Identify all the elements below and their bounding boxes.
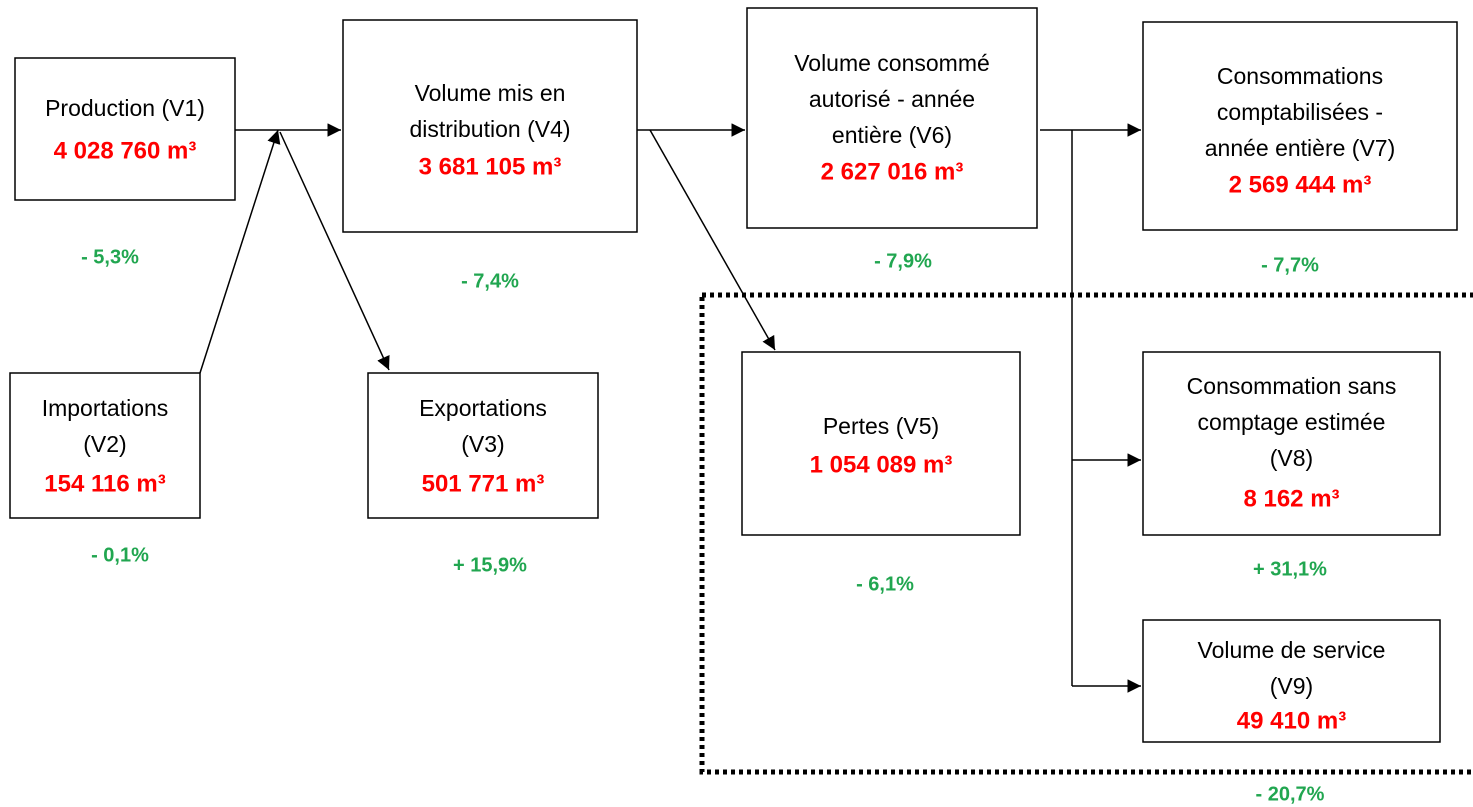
node-label: année entière (V7) [1205,135,1396,161]
node-label: (V9) [1270,673,1313,699]
node-value: 154 116 m³ [44,470,165,497]
node-change: + 31,1% [1253,558,1327,580]
node-change: - 7,9% [874,250,932,272]
node-box [14,57,236,201]
node-label: Production (V1) [45,95,205,121]
node-box [1142,619,1441,743]
node-value: 3 681 105 m³ [419,153,562,180]
node-value: 2 627 016 m³ [821,158,964,185]
losses-zone [699,292,1473,775]
node-box [741,351,1021,536]
node-value: 4 028 760 m³ [54,137,197,164]
node-change: - 7,4% [461,270,519,292]
node-box [1142,351,1441,536]
node-label: Consommations [1217,63,1383,89]
node-label: distribution (V4) [409,116,570,142]
node-change: - 6,1% [856,573,914,595]
node-box [367,372,599,519]
node-label: Pertes (V5) [823,413,939,439]
node-label: entière (V6) [832,122,952,148]
node-label: Volume de service [1198,637,1386,663]
node-label: comptabilisées - [1217,99,1383,125]
node-change: - 0,1% [91,544,149,566]
node-label: autorisé - année [809,86,975,112]
node-label: Importations [42,395,169,421]
node-box [746,7,1038,229]
node-box [342,19,638,233]
node-label: Exportations [419,395,547,421]
node-value: 1 054 089 m³ [810,451,953,478]
connectors [199,123,1141,693]
node-label: Consommation sans [1187,373,1397,399]
node-box [9,372,201,519]
node-change: + 15,9% [453,554,527,576]
node-label: Volume consommé [794,50,990,76]
node-label: (V8) [1270,445,1313,471]
node-change: - 5,3% [81,246,139,268]
node-label: (V3) [461,431,504,457]
node-value: 2 569 444 m³ [1229,171,1372,198]
node-label: comptage estimée [1198,409,1386,435]
node-change: - 20,7% [1256,783,1325,805]
node-value: 501 771 m³ [422,470,545,497]
node-value: 8 162 m³ [1243,485,1339,512]
node-value: 49 410 m³ [1237,707,1346,734]
node-box [1142,21,1458,231]
node-change: - 7,7% [1261,254,1319,276]
node-label: (V2) [83,431,126,457]
node-label: Volume mis en [415,80,566,106]
